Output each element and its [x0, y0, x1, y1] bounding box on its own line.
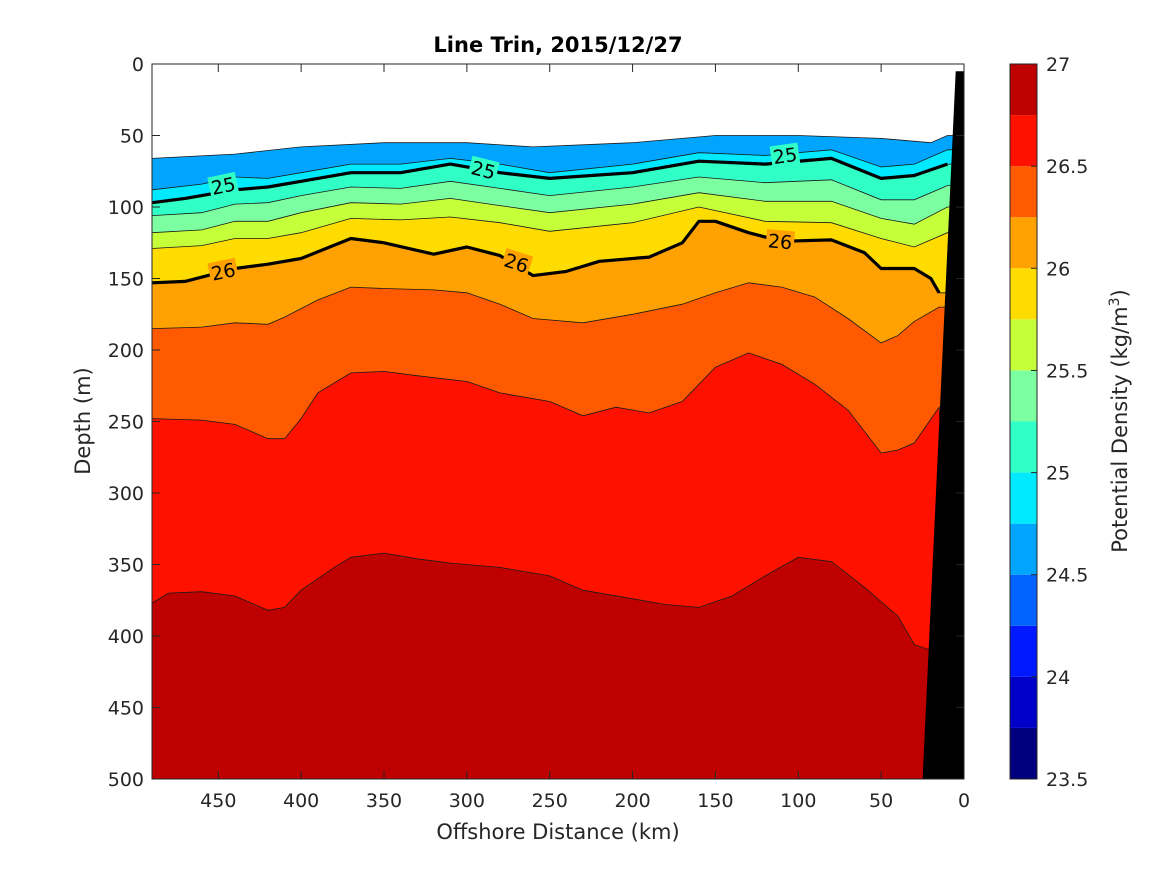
colorbar-segment-9: [1010, 268, 1037, 320]
y-tick-label: 100: [108, 197, 144, 219]
colorbar-ticks: 27 26.5 26 25.5 25 24.5 24 23.5: [1031, 54, 1088, 791]
colorbar-label-text: Potential Density: [1108, 374, 1132, 553]
colorbar-segment-13: [1010, 64, 1037, 116]
density-bands: [152, 64, 964, 779]
colorbar-segment-2: [1010, 625, 1037, 677]
y-tick-label: 250: [108, 412, 144, 434]
density-isolines: [152, 156, 948, 294]
y-axis-label: Depth (m): [71, 367, 95, 474]
contour-label-text: 25: [772, 144, 799, 169]
colorbar-tick-label: 24: [1046, 667, 1070, 689]
x-tick-label: 400: [283, 790, 319, 812]
x-tick-label: 50: [869, 790, 893, 812]
contour-label-bg: [207, 257, 240, 286]
contour-label-bg: [499, 248, 534, 278]
colorbar-segment-10: [1010, 217, 1037, 269]
x-tick-label: 350: [366, 790, 402, 812]
contour-label-text: 26: [209, 259, 237, 286]
contour-label-text: 25: [209, 173, 237, 200]
colorbar-tick-label: 25.5: [1046, 360, 1088, 382]
colorbar-label: Potential Density (kg/m3): [1107, 289, 1132, 553]
contour-label-2: 25: [769, 142, 801, 169]
colorbar-segment-7: [1010, 370, 1037, 422]
y-tick-label: 150: [108, 269, 144, 291]
colorbar-segment-3: [1010, 574, 1037, 626]
x-tick-label: 300: [449, 790, 485, 812]
contour-label-text: 26: [767, 230, 793, 254]
isoline-26: [152, 219, 941, 294]
x-tick-label: 450: [200, 790, 236, 812]
colorbar-segment-6: [1010, 421, 1037, 473]
colorbar-segment-12: [1010, 115, 1037, 167]
x-tick-label: 0: [958, 790, 970, 812]
contour-label-bg: [769, 142, 801, 169]
colorbar-tick-label: 24.5: [1046, 565, 1088, 587]
contour-label-bg: [765, 229, 796, 254]
colorbar-segment-4: [1010, 523, 1037, 575]
x-axis-label: Offshore Distance (km): [436, 820, 679, 844]
y-tick-label: 500: [108, 769, 144, 791]
colorbar-segment-11: [1010, 166, 1037, 218]
colorbar-tick-label: 23.5: [1046, 769, 1088, 791]
bathymetry: [922, 71, 964, 779]
colorbar-tick-label: 26.5: [1046, 156, 1088, 178]
contour-label-bg: [467, 155, 500, 184]
contour-label-1: 25: [467, 155, 500, 184]
colorbar: [1009, 63, 1038, 780]
colorbar-segment-5: [1010, 472, 1037, 524]
x-tick-label: 150: [697, 790, 733, 812]
colorbar-units-suffix: ): [1108, 289, 1132, 297]
seafloor-wedge: [922, 71, 964, 779]
y-tick-label: 400: [108, 626, 144, 648]
x-tick-label: 100: [780, 790, 816, 812]
x-tick-label: 250: [532, 790, 568, 812]
contour-label-bg: [207, 171, 240, 200]
y-tick-label: 350: [108, 555, 144, 577]
y-tick-label: 0: [132, 54, 144, 76]
isoline-25: [152, 156, 948, 205]
colorbar-units-prefix: (kg/m: [1108, 306, 1132, 367]
colorbar-tick-label: 25: [1046, 463, 1070, 485]
colorbar-units-sup: 3: [1107, 297, 1123, 306]
y-axis-ticks: 0 50 100 150 200 250 300 350 400 450 500: [108, 54, 964, 791]
y-tick-label: 200: [108, 340, 144, 362]
contour-label-0: 25: [207, 171, 240, 200]
y-tick-label: 300: [108, 483, 144, 505]
y-tick-label: 450: [108, 698, 144, 720]
x-tick-label: 200: [614, 790, 650, 812]
contour-label-5: 26: [765, 229, 796, 254]
chart-title: Line Trin, 2015/12/27: [433, 33, 682, 57]
colorbar-tick-label: 27: [1046, 54, 1070, 76]
colorbar-segment-8: [1010, 319, 1037, 371]
colorbar-segment-1: [1010, 676, 1037, 728]
colorbar-tick-label: 26: [1046, 258, 1070, 280]
x-axis-ticks: 450 400 350 300 250 200 150 100 50 0: [200, 64, 970, 812]
contour-label-3: 26: [207, 257, 240, 286]
colorbar-frame: [1009, 63, 1038, 780]
y-tick-label: 50: [120, 126, 144, 148]
colorbar-segment-0: [1010, 727, 1037, 779]
